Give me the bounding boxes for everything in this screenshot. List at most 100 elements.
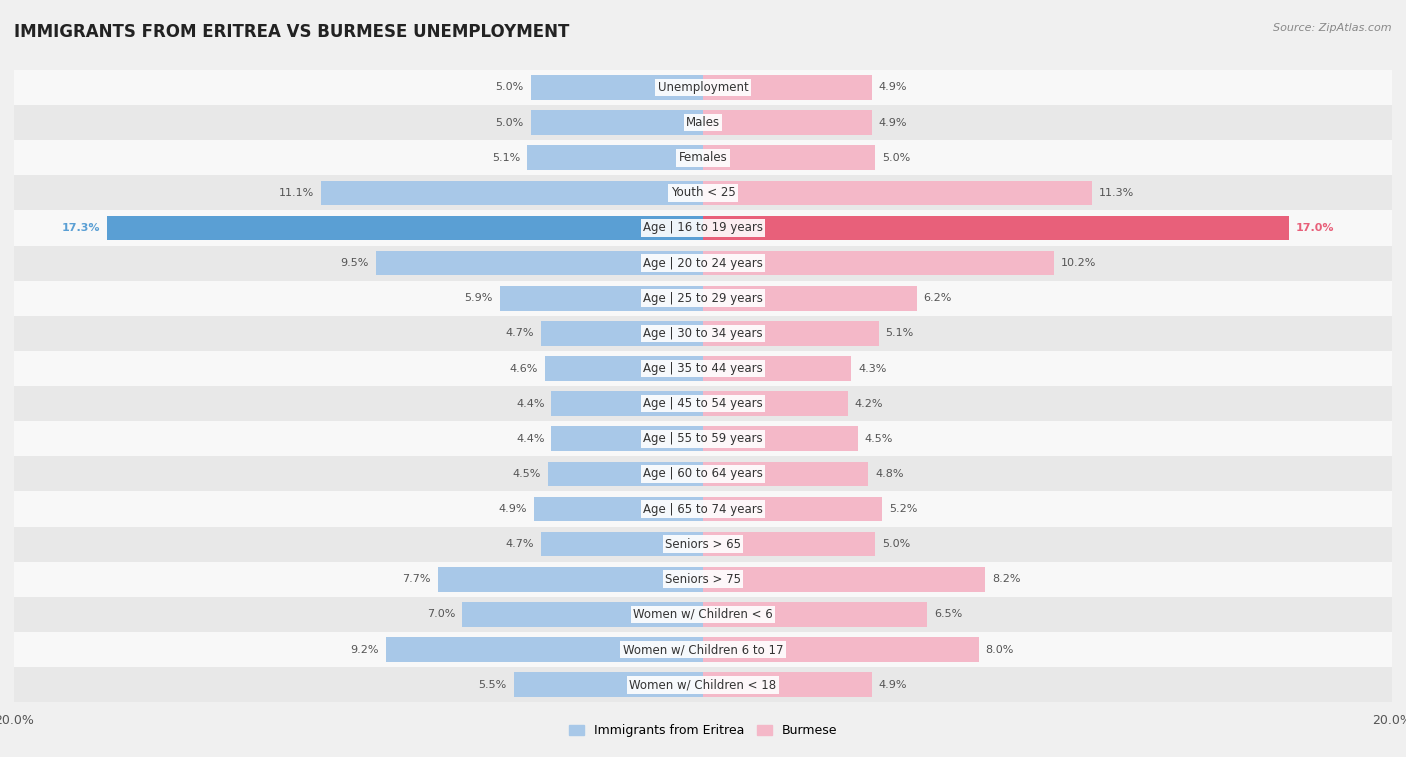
Text: 9.5%: 9.5% [340,258,368,268]
Text: 6.2%: 6.2% [924,293,952,304]
Bar [14,421,1392,456]
Bar [703,391,848,416]
Text: 8.2%: 8.2% [993,575,1021,584]
Text: 4.2%: 4.2% [855,399,883,409]
Text: 5.0%: 5.0% [882,153,910,163]
Bar [461,602,703,627]
Bar [541,532,703,556]
Bar [14,527,1392,562]
Bar [14,597,1392,632]
Text: Age | 65 to 74 years: Age | 65 to 74 years [643,503,763,516]
Text: Age | 16 to 19 years: Age | 16 to 19 years [643,222,763,235]
Text: 4.9%: 4.9% [879,83,907,92]
Text: Seniors > 65: Seniors > 65 [665,537,741,550]
Bar [551,391,703,416]
Bar [703,75,872,100]
Text: 4.9%: 4.9% [879,680,907,690]
Legend: Immigrants from Eritrea, Burmese: Immigrants from Eritrea, Burmese [564,719,842,743]
Text: 4.7%: 4.7% [506,539,534,549]
Bar [14,386,1392,421]
Bar [703,111,872,135]
Bar [14,667,1392,702]
Bar [14,245,1392,281]
Bar [527,145,703,170]
Bar [534,497,703,522]
Bar [703,672,872,697]
Bar [541,321,703,346]
Text: Seniors > 75: Seniors > 75 [665,573,741,586]
Bar [703,462,869,486]
Text: Age | 60 to 64 years: Age | 60 to 64 years [643,467,763,481]
Bar [703,567,986,591]
Bar [531,75,703,100]
Text: Age | 30 to 34 years: Age | 30 to 34 years [643,327,763,340]
Bar [14,456,1392,491]
Bar [703,145,875,170]
Text: 5.9%: 5.9% [464,293,494,304]
Text: 4.3%: 4.3% [858,363,886,373]
Text: 9.2%: 9.2% [350,644,380,655]
Bar [387,637,703,662]
Text: 5.0%: 5.0% [496,83,524,92]
Bar [375,251,703,276]
Bar [14,70,1392,105]
Bar [513,672,703,697]
Bar [14,491,1392,527]
Bar [703,602,927,627]
Bar [548,462,703,486]
Text: Males: Males [686,116,720,129]
Text: 5.2%: 5.2% [889,504,917,514]
Text: 11.3%: 11.3% [1099,188,1135,198]
Text: 17.3%: 17.3% [62,223,100,233]
Bar [551,426,703,451]
Bar [499,286,703,310]
Text: 4.6%: 4.6% [509,363,537,373]
Bar [703,637,979,662]
Bar [14,562,1392,597]
Bar [703,497,882,522]
Text: 5.0%: 5.0% [496,117,524,128]
Bar [437,567,703,591]
Bar [14,351,1392,386]
Text: Source: ZipAtlas.com: Source: ZipAtlas.com [1274,23,1392,33]
Text: Age | 25 to 29 years: Age | 25 to 29 years [643,291,763,305]
Text: 5.5%: 5.5% [478,680,506,690]
Text: 17.0%: 17.0% [1295,223,1334,233]
Bar [703,216,1289,240]
Text: Females: Females [679,151,727,164]
Text: Age | 45 to 54 years: Age | 45 to 54 years [643,397,763,410]
Bar [14,105,1392,140]
Bar [544,357,703,381]
Bar [321,181,703,205]
Text: 4.7%: 4.7% [506,329,534,338]
Text: 7.7%: 7.7% [402,575,430,584]
Text: 5.1%: 5.1% [886,329,914,338]
Bar [703,321,879,346]
Bar [703,426,858,451]
Text: Women w/ Children < 6: Women w/ Children < 6 [633,608,773,621]
Bar [703,181,1092,205]
Bar [703,532,875,556]
Text: IMMIGRANTS FROM ERITREA VS BURMESE UNEMPLOYMENT: IMMIGRANTS FROM ERITREA VS BURMESE UNEMP… [14,23,569,41]
Bar [107,216,703,240]
Bar [14,316,1392,351]
Bar [703,286,917,310]
Text: 4.9%: 4.9% [499,504,527,514]
Text: Age | 55 to 59 years: Age | 55 to 59 years [643,432,763,445]
Bar [14,210,1392,245]
Bar [14,176,1392,210]
Text: Women w/ Children 6 to 17: Women w/ Children 6 to 17 [623,643,783,656]
Text: 4.9%: 4.9% [879,117,907,128]
Text: 10.2%: 10.2% [1062,258,1097,268]
Bar [14,140,1392,176]
Text: Age | 20 to 24 years: Age | 20 to 24 years [643,257,763,269]
Text: 4.5%: 4.5% [513,469,541,479]
Text: 6.5%: 6.5% [934,609,962,619]
Text: 4.4%: 4.4% [516,399,544,409]
Text: 8.0%: 8.0% [986,644,1014,655]
Bar [14,281,1392,316]
Text: 5.0%: 5.0% [882,539,910,549]
Bar [703,251,1054,276]
Bar [531,111,703,135]
Text: 11.1%: 11.1% [278,188,314,198]
